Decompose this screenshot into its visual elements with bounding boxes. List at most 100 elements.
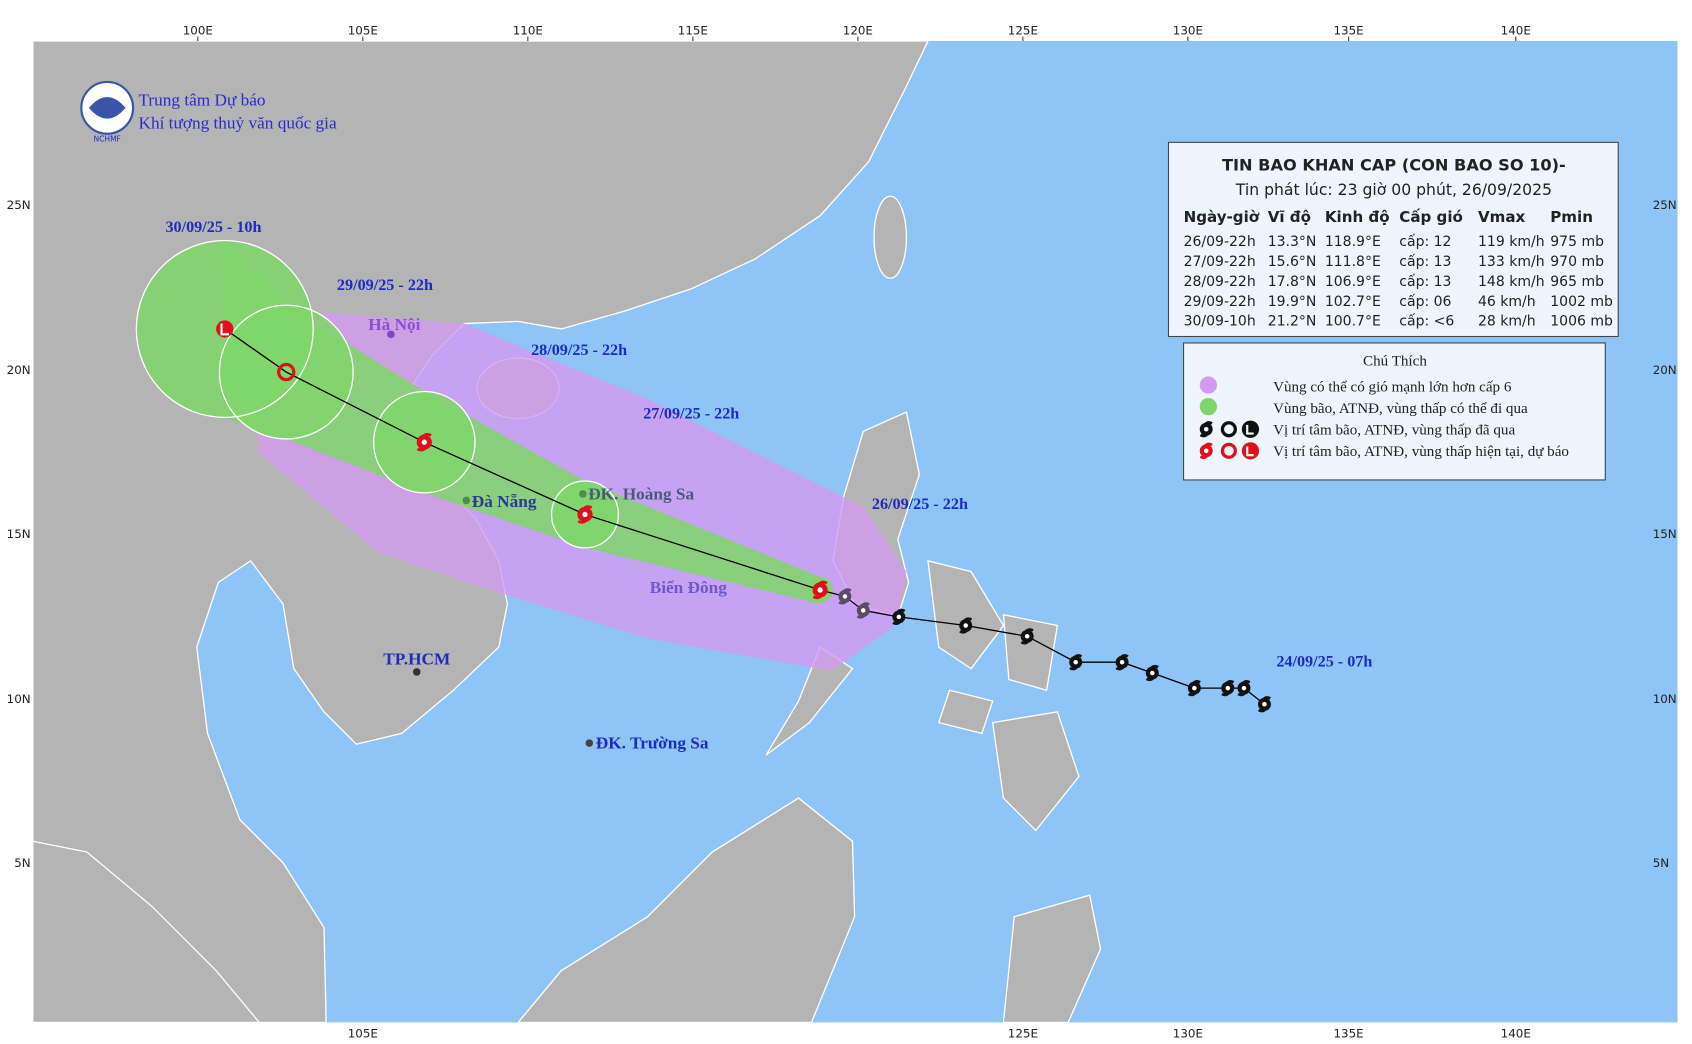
table-cell: 111.8°E <box>1325 254 1381 270</box>
storm-eye <box>1150 670 1155 676</box>
table-cell: 118.9°E <box>1325 234 1381 250</box>
storm-eye <box>963 623 968 628</box>
logo-text: NCHMF <box>94 134 121 143</box>
storm-eye <box>1225 685 1231 691</box>
storm-swirl <box>416 432 432 452</box>
axis-label: 25N <box>7 198 31 212</box>
axis-label: 20N <box>1653 363 1677 377</box>
storm-swirl <box>1199 421 1213 438</box>
storm-swirl <box>1257 696 1271 713</box>
storm-swirl <box>892 608 906 626</box>
table-cell: cấp: 06 <box>1399 294 1451 310</box>
storm-eye <box>1203 448 1209 454</box>
storm-swirl <box>1199 442 1213 459</box>
track-label: 27/09/25 - 22h <box>643 405 739 422</box>
storm-swirl <box>959 617 973 634</box>
agency-name: Khí tượng thuỷ văn quốc gia <box>138 113 336 132</box>
table-cell: 19.9°N <box>1268 294 1317 310</box>
storm-eye <box>582 511 588 518</box>
table-cell: 1002 mb <box>1550 294 1613 310</box>
table-header: Kinh độ <box>1325 208 1390 226</box>
table-cell: cấp: 13 <box>1399 274 1451 290</box>
legend-icon <box>1220 421 1237 438</box>
storm-swirl <box>1187 679 1201 697</box>
axis-label: 25N <box>1653 198 1677 212</box>
storm-eye <box>1203 426 1209 432</box>
legend-icon <box>1220 442 1237 459</box>
forecast-positions <box>216 320 828 600</box>
axis-label: 135E <box>1334 24 1364 38</box>
table-cell: 975 mb <box>1550 234 1604 250</box>
axis-label: 125E <box>1008 24 1038 38</box>
track-label: 29/09/25 - 22h <box>337 277 433 294</box>
past-positions <box>838 588 1271 713</box>
table-cell: 133 km/h <box>1478 254 1545 270</box>
bulletin-box <box>1167 141 1619 338</box>
table-header: Vmax <box>1478 208 1526 226</box>
storm-swirl <box>1145 664 1159 682</box>
track-label: 28/09/25 - 22h <box>531 342 627 359</box>
storm-eye <box>817 587 823 593</box>
axis-label: 125E <box>1008 1027 1038 1041</box>
table-cell: 13.3°N <box>1268 234 1317 250</box>
storm-swirl <box>1069 654 1083 671</box>
table-cell: 17.8°N <box>1268 274 1317 290</box>
table-header: Pmin <box>1550 208 1593 226</box>
agency-name: Trung tâm Dự báo <box>138 91 265 110</box>
axis-label: 10N <box>7 692 31 706</box>
storm-swirl <box>1115 654 1129 671</box>
bulletin-title: TIN BAO KHAN CAP (CON BAO SO 10)- <box>1222 155 1566 174</box>
table-cell: 970 mb <box>1550 254 1604 270</box>
axis-label: 120E <box>843 24 873 38</box>
low-symbol <box>220 323 230 336</box>
table-cell: 28 km/h <box>1478 314 1536 330</box>
place-label: Biển Đông <box>650 578 728 597</box>
storm-eye <box>860 608 866 613</box>
table-header: Ngày-giờ <box>1184 208 1260 226</box>
track-label: 26/09/25 - 22h <box>872 496 968 513</box>
table-cell: 26/09-22h <box>1184 234 1256 250</box>
axis-label: 105E <box>348 1027 378 1041</box>
axis-label: 5N <box>1653 856 1669 870</box>
table-cell: 29/09-22h <box>1184 294 1256 310</box>
axis-label: 100E <box>183 24 213 38</box>
axis-label: 10N <box>1653 692 1677 706</box>
place-label: ĐK. Hoàng Sa <box>588 484 694 503</box>
axis-label: 140E <box>1501 1027 1531 1041</box>
axis-label: 15N <box>7 527 31 541</box>
storm-swirl <box>838 588 852 605</box>
legend-swatch <box>1199 376 1218 394</box>
table-cell: 30/09-10h <box>1184 314 1256 330</box>
axis-label: 130E <box>1173 1027 1203 1041</box>
track-label: 30/09/25 - 10h <box>165 219 261 236</box>
table-cell: 119 km/h <box>1478 234 1545 250</box>
storm-swirl <box>577 505 593 524</box>
table-cell: 27/09-22h <box>1184 254 1256 270</box>
legend-swatch <box>1199 397 1218 416</box>
storm-swirl <box>1221 679 1235 697</box>
table-cell: 15.6°N <box>1268 254 1317 270</box>
legend-title: Chú Thích <box>1363 354 1427 370</box>
storm-eye <box>1192 685 1197 691</box>
axis-label: 15N <box>1653 527 1677 541</box>
storm-eye <box>1024 634 1030 639</box>
storm-swirl <box>856 602 870 619</box>
legend-icons <box>1199 420 1260 460</box>
table-cell: cấp: 13 <box>1399 254 1451 270</box>
track-label: 24/09/25 - 07h <box>1276 654 1372 671</box>
legend-item: Vùng bão, ATNĐ, vùng thấp có thể đi qua <box>1273 401 1528 417</box>
axis-label: 105E <box>348 24 378 38</box>
radius-circles <box>135 239 620 549</box>
axis-label: 140E <box>1501 24 1531 38</box>
table-cell: 21.2°N <box>1268 314 1317 330</box>
logo-mark <box>88 97 126 119</box>
table-cell: 46 km/h <box>1478 294 1536 310</box>
table-cell: cấp: 12 <box>1399 234 1451 250</box>
legend-item: Vị trí tâm bão, ATNĐ, vùng thấp đã qua <box>1273 423 1515 439</box>
legend-item: Vùng có thể có gió mạnh lớn hơn cấp 6 <box>1273 380 1512 396</box>
place-label: TP.HCM <box>383 649 450 668</box>
storm-swirl <box>812 580 828 600</box>
place-label: Hà Nội <box>368 315 420 334</box>
